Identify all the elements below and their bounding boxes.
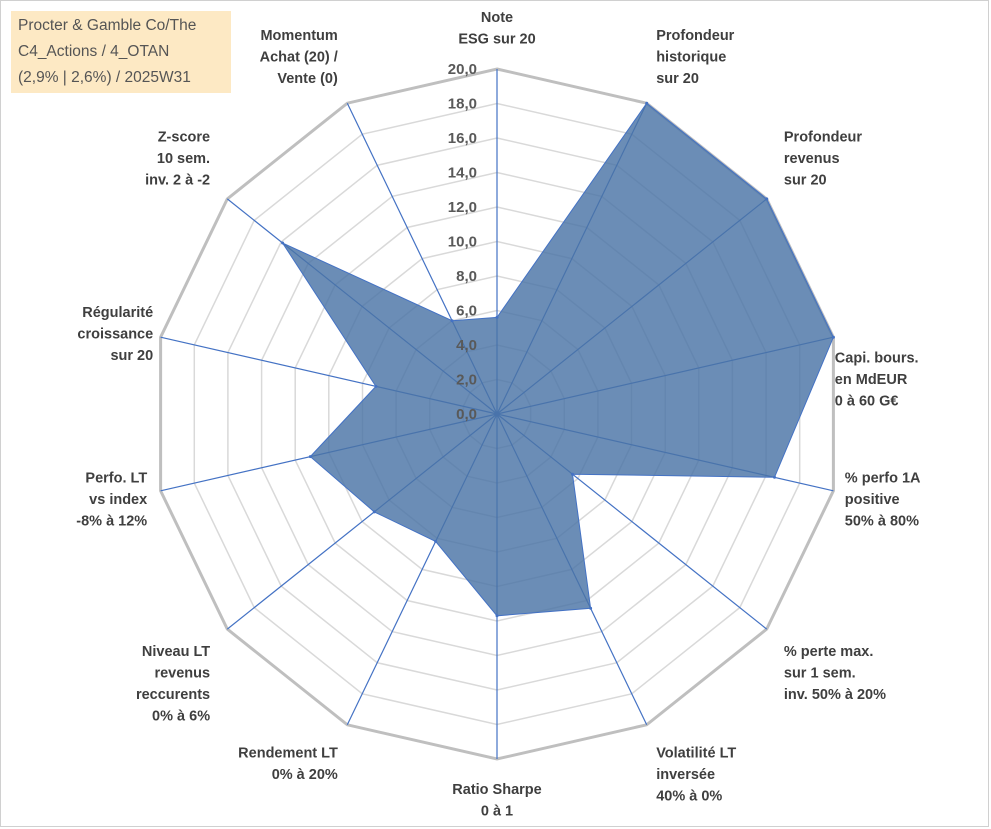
- data-point: [374, 384, 378, 388]
- axis-label: % perfo 1A positive 50% à 80%: [845, 470, 921, 529]
- data-point: [589, 606, 593, 610]
- radar-series: [281, 101, 835, 618]
- axis-label: Volatilité LT inversée 40% à 0%: [656, 746, 736, 805]
- data-point: [773, 475, 776, 479]
- data-point: [450, 319, 454, 323]
- chart-title-box: Procter & Gamble Co/The C4_Actions / 4_O…: [11, 11, 231, 93]
- radar-axis-labels: Note ESG sur 20 Profondeur historique sur 20…: [76, 10, 921, 820]
- data-point: [434, 539, 438, 543]
- data-point: [645, 101, 649, 105]
- tick-label: 6,0: [456, 303, 477, 320]
- tick-label: 14,0: [448, 165, 477, 182]
- axis-label: Capi. bours. en MdEUR 0 à 60 G€: [835, 351, 919, 410]
- tick-label: 2,0: [456, 372, 477, 389]
- tick-label: 20,0: [448, 61, 477, 78]
- tick-label: 10,0: [448, 234, 477, 251]
- tick-label: 0,0: [456, 406, 477, 423]
- chart-title-line-2: C4_Actions / 4_OTAN: [18, 43, 170, 60]
- data-point: [281, 241, 285, 245]
- axis-label: Z-score 10 sem. inv. 2 à -2: [145, 130, 210, 189]
- data-point: [372, 510, 376, 514]
- axis-label: Niveau LT revenus reccurents 0% à 6%: [136, 644, 210, 725]
- chart-title-line-3: (2,9% | 2,6%) / 2025W31: [18, 69, 191, 86]
- axis-label: Note ESG sur 20: [458, 10, 535, 48]
- data-point: [765, 197, 769, 201]
- data-point: [308, 455, 312, 459]
- tick-label: 8,0: [456, 268, 477, 285]
- tick-label: 4,0: [456, 337, 477, 354]
- data-point: [495, 614, 499, 618]
- axis-label: Momentum Achat (20) / Vente (0): [260, 28, 338, 87]
- axis-label: Profondeur revenus sur 20: [784, 130, 862, 189]
- tick-label: 12,0: [448, 199, 477, 216]
- axis-label: % perte max. sur 1 sem. inv. 50% à 20%: [784, 644, 886, 703]
- data-point: [495, 315, 499, 319]
- radar-tick-labels: 0,0 2,0 4,0 6,0 8,0 10,0 12,0 14,0 16,0 18,0 20,0: [448, 61, 477, 423]
- tick-label: 18,0: [448, 96, 477, 113]
- chart-title-line-1: Procter & Gamble Co/The: [18, 17, 197, 34]
- axis-label: Régularité croissance sur 20: [77, 305, 153, 364]
- axis-label: Profondeur historique sur 20: [656, 28, 734, 87]
- tick-label: 16,0: [448, 130, 477, 147]
- series-area: [281, 102, 834, 617]
- axis-label: Perfo. LT vs index -8% à 12%: [76, 470, 147, 529]
- data-point: [831, 335, 835, 339]
- data-point: [571, 472, 574, 476]
- axis-label: Rendement LT 0% à 20%: [238, 746, 338, 784]
- axis-label: Ratio Sharpe 0 à 1: [452, 782, 541, 820]
